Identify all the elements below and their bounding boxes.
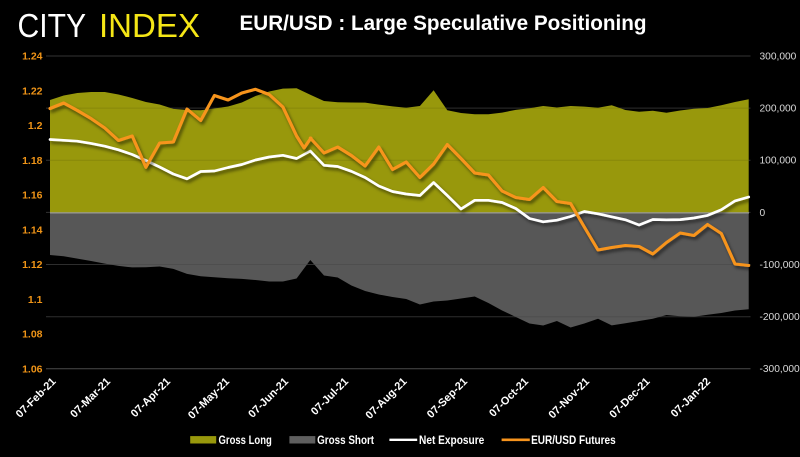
svg-text:INDEX: INDEX bbox=[99, 7, 200, 44]
svg-text:Net Exposure: Net Exposure bbox=[419, 433, 485, 447]
svg-text:1.06: 1.06 bbox=[22, 363, 43, 375]
svg-text:Gross Long: Gross Long bbox=[219, 433, 272, 447]
svg-text:1.12: 1.12 bbox=[22, 259, 43, 271]
svg-text:1.08: 1.08 bbox=[22, 329, 43, 341]
svg-text:1.18: 1.18 bbox=[22, 155, 43, 167]
svg-text:-200,000: -200,000 bbox=[760, 312, 800, 323]
svg-text:-300,000: -300,000 bbox=[760, 364, 800, 375]
svg-text:1.1: 1.1 bbox=[28, 294, 43, 306]
svg-text:-100,000: -100,000 bbox=[760, 260, 800, 271]
svg-text:Gross Short: Gross Short bbox=[317, 433, 374, 447]
svg-text:100,000: 100,000 bbox=[760, 156, 797, 167]
svg-text:1.2: 1.2 bbox=[28, 120, 43, 132]
svg-text:CITY: CITY bbox=[18, 7, 87, 44]
svg-text:1.22: 1.22 bbox=[22, 85, 43, 97]
svg-text:300,000: 300,000 bbox=[760, 51, 797, 62]
svg-text:1.24: 1.24 bbox=[22, 51, 43, 63]
svg-text:1.16: 1.16 bbox=[22, 190, 43, 202]
svg-text:200,000: 200,000 bbox=[760, 104, 797, 115]
svg-text:EUR/USD Futures: EUR/USD Futures bbox=[531, 433, 616, 447]
svg-text:0: 0 bbox=[760, 208, 766, 219]
svg-text:EUR/USD : Large Speculative Po: EUR/USD : Large Speculative Positioning bbox=[240, 11, 647, 35]
svg-text:1.14: 1.14 bbox=[22, 224, 43, 236]
